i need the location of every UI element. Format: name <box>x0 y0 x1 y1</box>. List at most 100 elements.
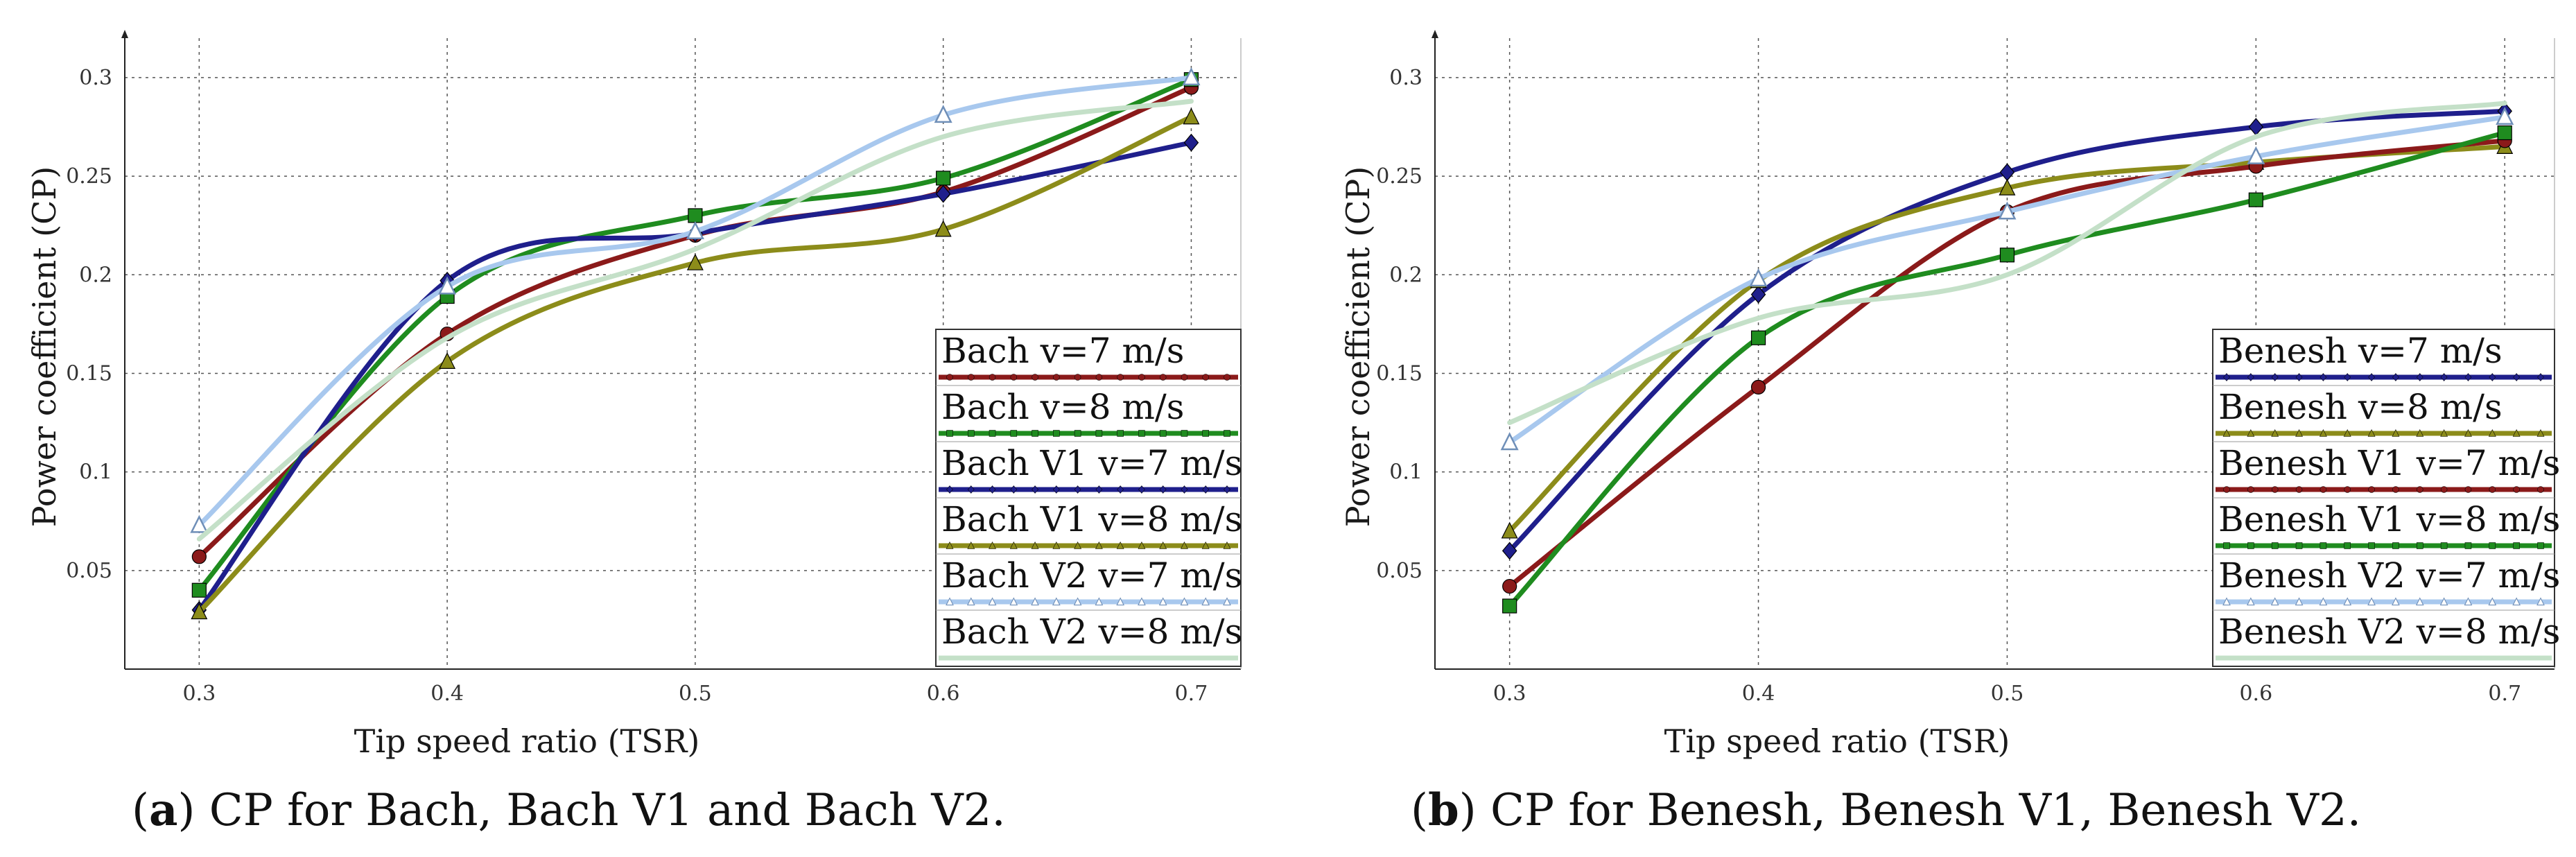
legend-marker <box>989 541 996 549</box>
legend-marker <box>2489 542 2496 549</box>
y-axis-arrow-icon <box>1431 30 1438 38</box>
series-4 <box>190 67 1201 533</box>
tick-labels: 0.3 0.4 0.5 0.6 0.7 0.05 0.1 0.15 0.2 0.25 0.3 <box>66 66 1208 706</box>
legend-marker-shape <box>2247 486 2254 493</box>
legend-item: Benesh V1 v=8 m/s <box>2213 497 2560 549</box>
legend-marker-shape <box>2343 597 2352 606</box>
legend-marker-shape <box>1032 485 1038 494</box>
legend-marker-shape <box>967 485 975 494</box>
legend-marker-shape <box>967 374 975 381</box>
x-tick-label: 0.7 <box>1175 682 1208 706</box>
series-3 <box>1502 125 2512 614</box>
legend-marker-shape <box>1223 541 1231 549</box>
legend-marker <box>2246 597 2255 606</box>
legend-item: Benesh V2 v=7 m/s <box>2213 553 2560 606</box>
legend-marker <box>1116 541 1124 549</box>
series-3 <box>191 107 1200 620</box>
legend-marker-shape <box>2392 428 2400 437</box>
legend-marker <box>1095 430 1103 437</box>
legend-marker-shape <box>1224 485 1230 494</box>
legend-marker <box>967 374 975 381</box>
legend-marker <box>946 597 954 606</box>
legend-marker <box>966 597 975 606</box>
legend-item: Benesh v=7 m/s <box>2216 331 2552 381</box>
legend-marker-shape <box>2536 597 2545 606</box>
legend-marker-shape <box>1201 541 1210 549</box>
legend-marker-shape <box>2513 542 2520 549</box>
legend-marker <box>2392 597 2400 606</box>
x-tick-label: 0.5 <box>679 682 712 706</box>
data-point <box>1502 542 1517 560</box>
legend-marker-shape <box>2320 486 2327 493</box>
legend-marker <box>2320 486 2327 493</box>
data-point <box>438 276 457 295</box>
legend-marker <box>1031 541 1039 549</box>
legend-marker-shape <box>2464 597 2473 606</box>
legend-marker-shape <box>2295 486 2303 493</box>
legend-marker-shape <box>967 430 975 437</box>
legend-label: Benesh v=7 m/s <box>2218 331 2503 371</box>
legend-marker <box>1180 597 1189 606</box>
legend-marker <box>2464 428 2472 437</box>
y-tick-label: 0.2 <box>79 263 112 287</box>
legend-marker-shape <box>2392 373 2399 381</box>
legend-marker <box>1224 374 1230 381</box>
legend-marker <box>2512 597 2521 606</box>
legend-marker <box>1032 485 1038 494</box>
x-tick-label: 0.4 <box>1742 682 1775 706</box>
legend-marker <box>2392 428 2400 437</box>
legend-marker <box>2271 542 2279 549</box>
legend-marker <box>989 374 996 381</box>
legend-marker-shape <box>1158 597 1167 606</box>
legend-marker-shape <box>2295 428 2303 437</box>
legend-marker-shape <box>2464 542 2472 549</box>
tick-labels: 0.3 0.4 0.5 0.6 0.7 0.05 0.1 0.15 0.2 0.25 0.3 <box>1376 66 2521 706</box>
legend-marker-shape <box>2368 542 2375 549</box>
legend-marker-shape <box>2440 428 2448 437</box>
legend-marker-shape <box>2536 428 2545 437</box>
legend-marker-shape <box>2488 428 2496 437</box>
y-tick-label: 0.05 <box>1376 559 1422 583</box>
legend-marker-shape <box>1138 597 1146 606</box>
legend-marker <box>2439 597 2448 606</box>
legend-marker-shape <box>2295 597 2304 606</box>
legend-marker-shape <box>2512 597 2521 606</box>
legend-marker <box>1138 541 1146 549</box>
legend-label: Bach V1 v=8 m/s <box>941 499 1242 539</box>
legend-marker-shape <box>1053 374 1060 381</box>
legend-marker-shape <box>1138 485 1145 494</box>
legend-marker <box>1223 541 1231 549</box>
legend-marker <box>1053 430 1060 437</box>
legend-marker-shape <box>2270 597 2279 606</box>
legend-item: Bach V2 v=7 m/s <box>936 553 1242 606</box>
legend-marker <box>2367 428 2376 437</box>
legend-marker-shape <box>2392 597 2400 606</box>
legend-marker-shape <box>2416 373 2423 381</box>
legend-marker <box>946 485 953 494</box>
legend-marker <box>1117 485 1124 494</box>
legend-marker <box>2392 486 2399 493</box>
legend-label: Bach v=7 m/s <box>941 331 1184 371</box>
legend-marker-shape <box>1032 430 1038 437</box>
legend-marker <box>2368 486 2375 493</box>
legend-marker <box>1138 430 1145 437</box>
legend-marker <box>1116 597 1125 606</box>
data-point <box>1502 598 1517 614</box>
x-tick-label: 0.7 <box>2488 682 2521 706</box>
legend-marker <box>1010 485 1018 494</box>
legend-marker <box>967 430 975 437</box>
legend-marker-shape <box>946 485 953 494</box>
legend-marker-shape <box>1095 485 1103 494</box>
legend-marker <box>2295 373 2303 381</box>
legend-marker <box>967 485 975 494</box>
y-tick-label: 0.2 <box>1389 263 1422 287</box>
legend-marker-shape <box>1117 430 1124 437</box>
legend-marker <box>2222 428 2231 437</box>
data-point <box>1501 521 1518 539</box>
chart-panel-b: 0.3 0.4 0.5 0.6 0.7 0.05 0.1 0.15 0.2 0.25 0.3 Ben… <box>1339 30 2560 836</box>
legend-marker <box>1052 485 1060 494</box>
legend-marker-shape <box>2246 597 2255 606</box>
legend-marker-shape <box>1159 541 1167 549</box>
legend-label: Benesh v=8 m/s <box>2218 387 2503 427</box>
legend-marker <box>2488 428 2496 437</box>
